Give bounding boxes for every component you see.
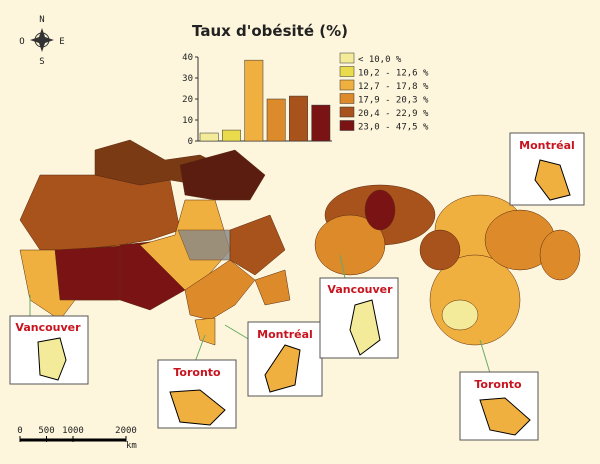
legend-label: 10,2 - 12,6 % (358, 69, 429, 79)
city-label: Montréal (519, 139, 575, 152)
leader (479, 339, 491, 374)
legend-label: 23,0 - 47,5 % (358, 123, 429, 133)
compass-e: E (59, 37, 64, 47)
y-tick-label: 0 (188, 137, 193, 147)
y-tick-label: 10 (182, 116, 193, 126)
y-tick-label: 20 (182, 95, 193, 105)
compass-o: O (19, 37, 24, 47)
histogram: 0 10 20 30 40 < 10,0 % 10,2 - 12,6 % 12,7 - 17,… (182, 52, 429, 147)
legend-label: 20,4 - 22,9 % (358, 109, 429, 119)
compass: N E S O (19, 15, 64, 67)
city-label: Vancouver (15, 321, 81, 334)
scale-bar: km 0 500 1000 2000 (17, 426, 137, 451)
leader (339, 254, 346, 279)
chart-title: Taux d'obésité (%) (192, 22, 348, 40)
scale-label: 500 (38, 426, 54, 436)
bar (266, 98, 286, 142)
city-label: Vancouver (327, 283, 393, 296)
city-label: Toronto (173, 366, 221, 379)
y-tick-label: 40 (182, 53, 193, 63)
inset-shape (349, 299, 381, 356)
bar (199, 132, 219, 142)
city-label: Montréal (257, 328, 313, 341)
scale-unit: km (126, 441, 137, 451)
bar (222, 129, 241, 142)
legend-swatch (339, 66, 355, 77)
legend-swatch (339, 52, 355, 64)
compass-n: N (39, 15, 44, 25)
inset-shape (37, 337, 67, 381)
legend-label: 12,7 - 17,8 % (358, 82, 429, 92)
leader (224, 324, 251, 341)
legend-swatch (339, 120, 355, 131)
y-tick-label: 30 (182, 74, 193, 84)
legend-swatch (339, 79, 355, 91)
cartogram-map (314, 184, 581, 346)
inset-shape (169, 389, 226, 426)
legend-swatch (339, 93, 355, 104)
leader (194, 334, 206, 363)
scale-label: 1000 (62, 426, 84, 436)
legend-swatch (339, 106, 355, 118)
legend-label: 17,9 - 20,3 % (358, 96, 429, 106)
inset-shape (534, 159, 571, 201)
canada-map (19, 139, 291, 346)
scale-label: 0 (17, 426, 22, 436)
label-bg (12, 319, 86, 335)
callouts: Vancouver Toronto Montréal Vancouver Mon… (9, 132, 585, 441)
bar (289, 95, 308, 142)
bar (311, 104, 331, 142)
scale-label: 2000 (115, 426, 137, 436)
bar (244, 59, 264, 142)
legend-label: < 10,0 % (358, 55, 402, 65)
inset-shape (264, 344, 301, 393)
city-label: Toronto (474, 378, 522, 391)
inset-shape (479, 397, 531, 436)
compass-s: S (39, 57, 44, 67)
